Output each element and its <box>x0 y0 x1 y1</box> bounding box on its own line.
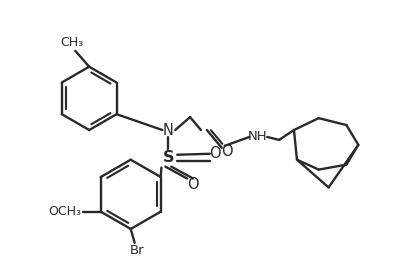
Text: Br: Br <box>129 244 144 257</box>
Text: O: O <box>209 146 221 161</box>
Text: NH: NH <box>248 130 267 143</box>
Text: N: N <box>163 123 174 138</box>
Text: OCH₃: OCH₃ <box>48 205 81 218</box>
Text: O: O <box>221 144 233 159</box>
Text: S: S <box>163 150 174 165</box>
Text: O: O <box>187 177 199 192</box>
Text: CH₃: CH₃ <box>60 37 83 49</box>
